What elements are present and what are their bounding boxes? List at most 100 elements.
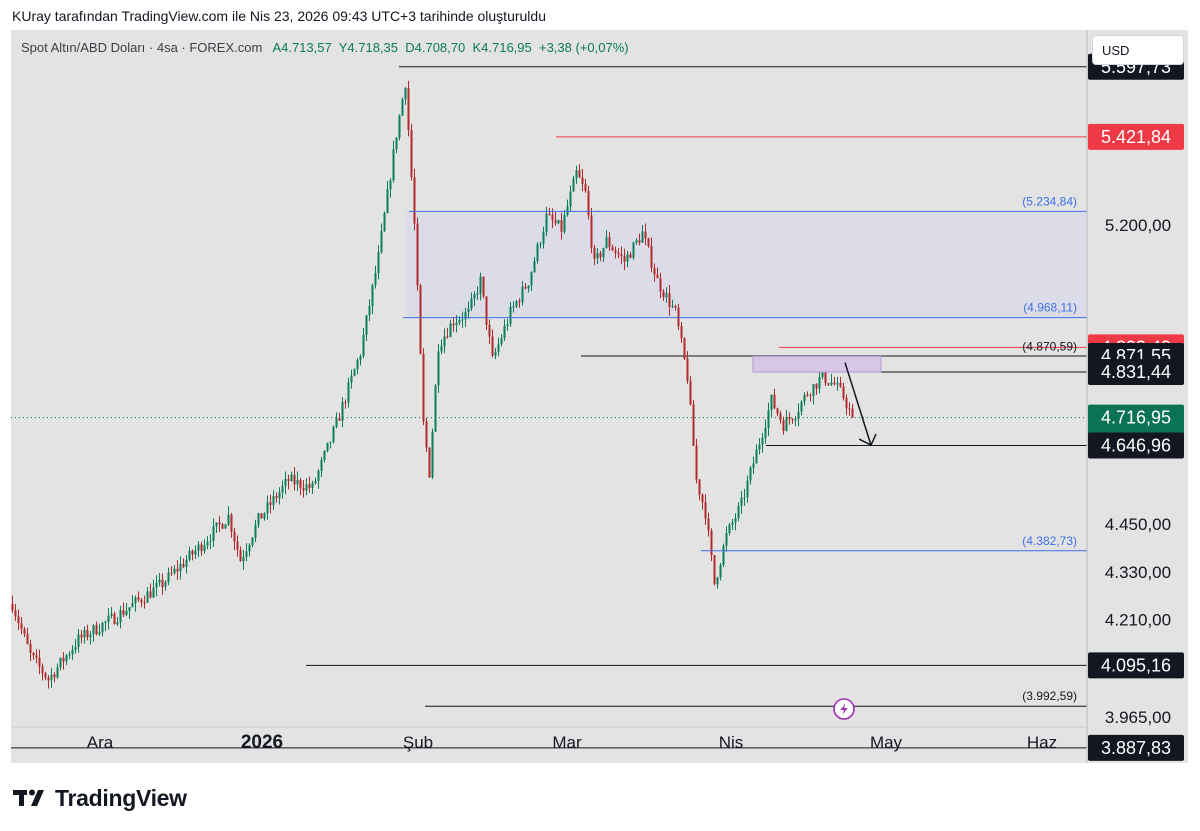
candle-body [761,437,764,445]
candle-body [59,657,62,668]
candle-body [848,408,851,410]
candle-body [185,559,188,567]
candle-body [305,484,308,491]
candle-body [824,370,827,384]
candle-body [698,479,701,495]
candle-body [56,667,59,678]
candle-body [536,244,539,262]
candle-body [728,524,731,534]
candle-body [458,320,461,323]
candle-body [227,514,230,525]
currency-button[interactable]: USD [1092,35,1184,65]
candle-body [530,272,533,286]
candle-body [770,394,773,411]
candle-body [479,276,482,294]
candle-body [167,572,170,583]
fib-level-label: (4.870,59) [1022,339,1077,353]
candle-body [713,555,716,585]
candle-body [656,274,659,279]
candle-body [455,322,458,326]
candle-body [500,338,503,345]
chart-area[interactable]: (5.234,84) (4.968,11) (4.870,59) (4.382,73)… [11,30,1188,763]
candle-body [674,305,677,308]
x-axis-tick-label: Ara [87,733,114,752]
candle-body [248,545,251,552]
candle-body [17,616,20,624]
resistance-box[interactable] [752,355,882,373]
candle-body [101,623,104,633]
candle-body [134,597,137,604]
fib-zone[interactable] [406,211,1087,318]
candle-body [821,370,824,378]
candle-body [266,502,269,514]
candle-body [359,356,362,361]
candle-body [68,654,71,656]
candle-body [347,382,350,403]
candle-body [53,674,56,678]
candle-body [581,177,584,184]
candle-body [179,564,182,572]
x-axis-tick-label: 2026 [241,732,283,753]
candle-body [545,213,548,232]
candle-body [113,613,116,625]
candle-body [29,643,32,653]
price-axis-label[interactable] [1088,123,1184,150]
candle-body [137,597,140,600]
close-value: K4.716,95 [472,40,532,55]
candle-body [140,599,143,603]
candle-body [650,246,653,269]
candle-body [272,495,275,505]
candle-body [596,253,599,259]
candle-body [410,130,413,178]
candle-body [164,582,167,588]
candle-body [422,353,425,422]
candle-body [80,634,83,638]
price-chart[interactable]: (5.234,84) (4.968,11) (4.870,59) (4.382,73)… [11,30,1188,763]
candle-body [452,323,455,326]
candle-body [785,417,788,431]
candle-body [707,518,710,531]
tradingview-logo[interactable]: TradingView [13,785,187,811]
candle-body [692,404,695,446]
candle-body [590,215,593,248]
candle-body [683,338,686,359]
candle-body [323,451,326,460]
candle-body [47,677,50,681]
candle-body [119,610,122,623]
candle-body [62,657,65,662]
price-axis-label[interactable] [1088,432,1184,459]
candle-body [488,324,491,337]
x-axis-tick-label: May [870,733,903,752]
candle-body [602,248,605,258]
price-axis-label-text: 3.887,83 [1101,738,1171,758]
change-value: +3,38 (+0,07%) [538,40,629,55]
price-axis-label-text: 5.421,84 [1101,127,1171,147]
candle-body [332,426,335,442]
candle-body [95,625,98,635]
candle-body [644,231,647,239]
candle-body [623,256,626,262]
candle-body [719,564,722,578]
candle-body [548,213,551,215]
candle-body [50,674,53,681]
candle-body [317,470,320,482]
candle-body [383,212,386,231]
candle-body [539,243,542,245]
projection-arrow[interactable] [844,362,872,446]
candle-body [665,293,668,298]
symbol-name[interactable]: Spot Altın/ABD Doları · 4sa · FOREX.com [21,40,263,55]
candle-body [104,621,107,624]
candle-body [494,351,497,356]
candle-body [779,413,782,421]
price-axis-label[interactable] [1088,652,1184,679]
price-axis-label[interactable] [1088,734,1184,761]
candle-body [362,334,365,357]
price-axis-label[interactable] [1088,359,1184,386]
candle-body [524,286,527,289]
candle-body [851,408,854,418]
candle-body [83,629,86,638]
candle-body [74,647,77,650]
candle-body [419,285,422,354]
lightning-icon[interactable] [833,698,855,720]
candle-body [314,481,317,484]
